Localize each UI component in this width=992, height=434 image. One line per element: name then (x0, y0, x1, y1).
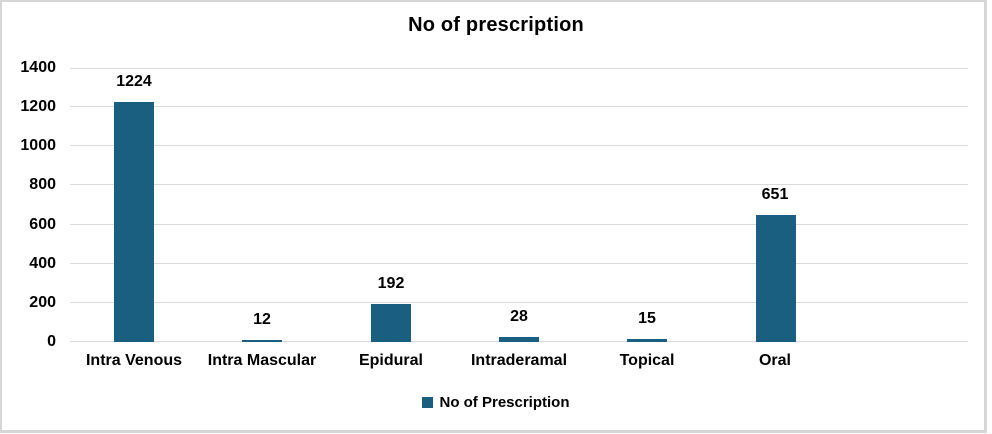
gridline (70, 263, 968, 264)
x-category-label: Intraderamal (470, 352, 568, 369)
x-axis: Intra Venous Intra Mascular Epidural Intrad… (70, 351, 968, 373)
gridline (70, 106, 968, 107)
y-axis: 0 200 400 600 800 1000 1200 1400 (0, 59, 56, 350)
gridline (70, 145, 968, 146)
bar-value-label: 1224 (116, 73, 152, 90)
gridline (70, 224, 968, 225)
bar (371, 304, 411, 342)
gridline (70, 68, 968, 69)
y-tick-label: 1200 (20, 98, 56, 115)
bar-value-label: 192 (377, 275, 405, 292)
y-tick-label: 800 (29, 176, 56, 193)
legend-marker-icon (422, 397, 434, 408)
bar (627, 339, 667, 342)
legend-label: No of Prescription (439, 394, 570, 411)
y-tick-label: 400 (29, 255, 56, 272)
x-category-label: Topical (619, 352, 675, 369)
bar-value-label: 28 (510, 308, 528, 325)
bar-value-label: 651 (761, 186, 789, 203)
x-category-label: Intra Mascular (207, 352, 317, 369)
gridline (70, 302, 968, 303)
y-tick-label: 600 (29, 216, 56, 233)
legend: No of Prescription (0, 394, 992, 411)
bar (756, 215, 796, 342)
x-category-label: Oral (758, 352, 791, 369)
gridline (70, 184, 968, 185)
bar-value-label: 12 (253, 311, 271, 328)
bar-value-label: 15 (638, 310, 656, 327)
y-tick-label: 1000 (20, 137, 56, 154)
plot-area: 1224 12 192 28 15 651 (70, 68, 968, 342)
chart-title: No of prescription (408, 14, 584, 36)
y-tick-label: 200 (29, 294, 56, 311)
x-category-label: Intra Venous (85, 352, 183, 369)
bar (114, 102, 154, 342)
y-tick-label: 0 (47, 333, 56, 350)
bar (242, 340, 282, 342)
bar (499, 337, 539, 342)
y-tick-label: 1400 (20, 59, 56, 76)
x-category-label: Epidural (358, 352, 423, 369)
